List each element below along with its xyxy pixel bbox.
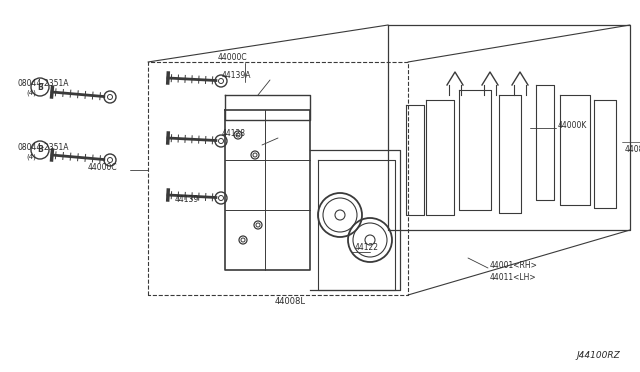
- Text: J44100RZ: J44100RZ: [576, 351, 620, 360]
- Text: 44000K: 44000K: [558, 122, 588, 131]
- Text: 44080K: 44080K: [625, 145, 640, 154]
- Text: 44000C: 44000C: [218, 52, 248, 61]
- Text: 44122: 44122: [355, 244, 379, 253]
- Text: 44139A: 44139A: [222, 71, 252, 80]
- Text: 44139: 44139: [175, 196, 199, 205]
- Text: 08044-2351A: 08044-2351A: [18, 144, 70, 153]
- Text: (4): (4): [26, 154, 36, 160]
- Text: B: B: [37, 83, 43, 92]
- Text: B: B: [37, 145, 43, 154]
- Text: 44011<LH>: 44011<LH>: [490, 273, 536, 282]
- Text: (4): (4): [26, 90, 36, 96]
- Text: 44128: 44128: [222, 128, 246, 138]
- Text: 44008L: 44008L: [275, 298, 305, 307]
- Text: 44001<RH>: 44001<RH>: [490, 260, 538, 269]
- Text: 08044-2351A: 08044-2351A: [18, 80, 70, 89]
- Text: 44000C: 44000C: [88, 164, 118, 173]
